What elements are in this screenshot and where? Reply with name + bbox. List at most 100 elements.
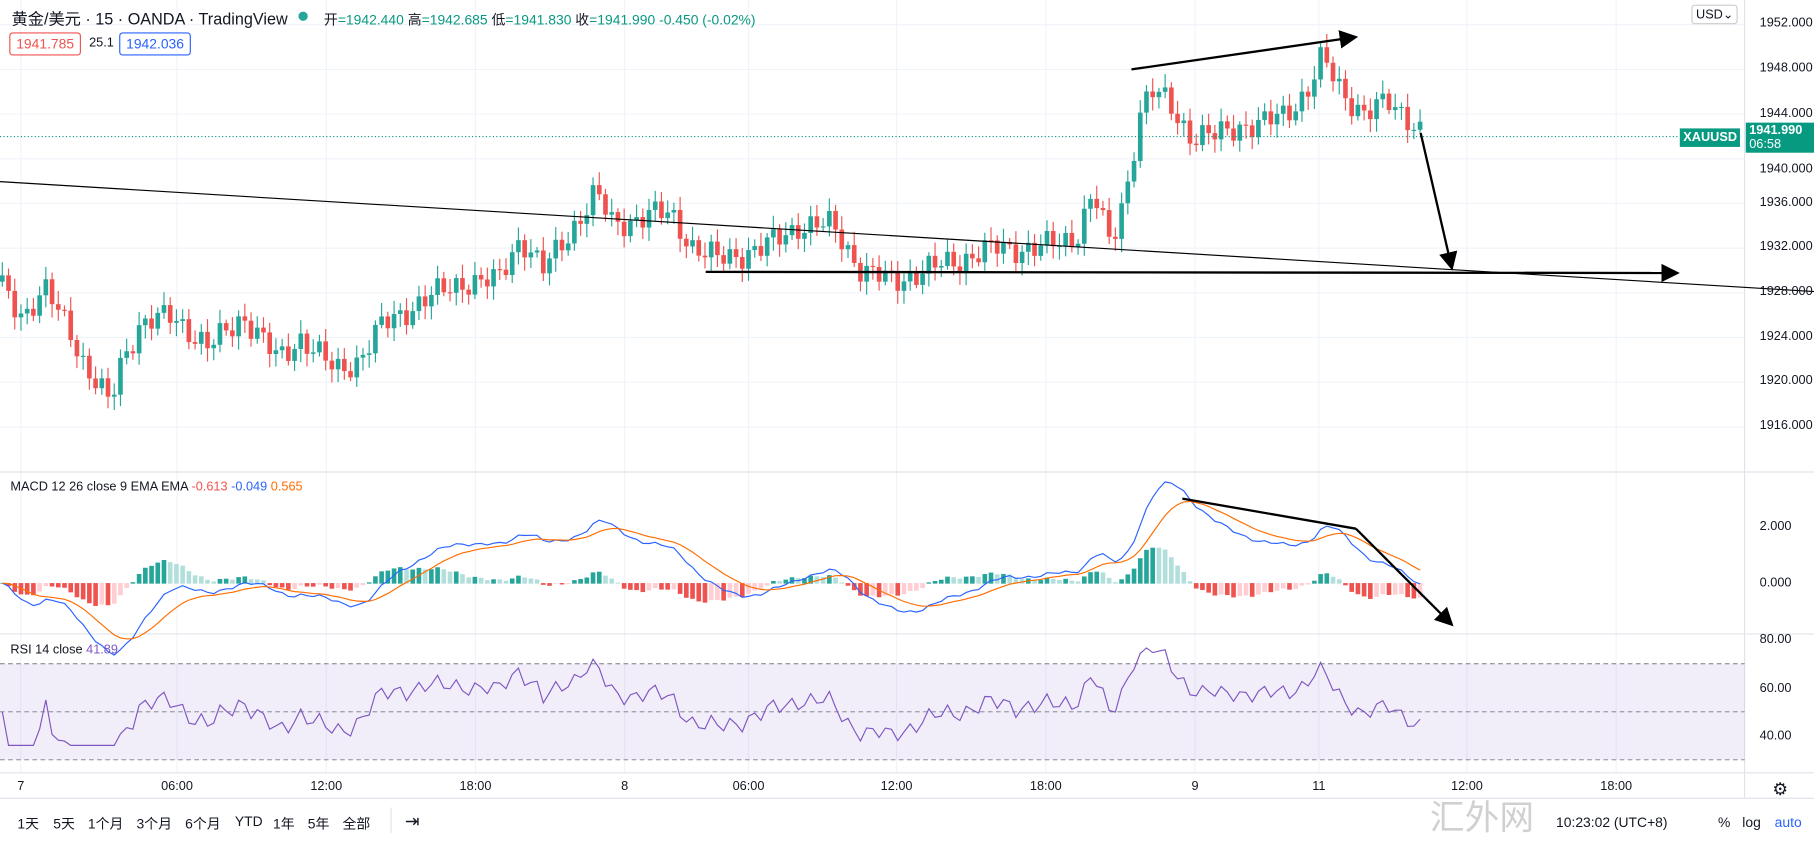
macd-histogram-bar xyxy=(1349,583,1354,592)
candle xyxy=(1355,104,1361,117)
candle xyxy=(752,246,758,251)
currency-select[interactable]: USD⌄ xyxy=(1691,4,1739,25)
candle xyxy=(24,308,30,314)
macd-histogram-bar xyxy=(1162,549,1168,584)
candle xyxy=(317,341,322,353)
macd-histogram-bar xyxy=(298,583,304,586)
candle xyxy=(1019,251,1025,264)
candle xyxy=(864,265,869,282)
macd-histogram-bar xyxy=(615,582,621,584)
macd-histogram-bar xyxy=(1324,573,1330,584)
buy-price-button[interactable]: 1942.036 xyxy=(119,32,191,56)
time-tick: 12:00 xyxy=(880,779,913,794)
macd-histogram-bar xyxy=(317,583,322,585)
macd-histogram-bar xyxy=(223,578,229,584)
macd-histogram-bar xyxy=(267,583,273,586)
macd-legend[interactable]: MACD 12 26 close 9 EMA EMA -0.613 -0.049… xyxy=(10,480,302,494)
candle xyxy=(335,358,341,370)
drawn-line xyxy=(1182,497,1357,530)
candle xyxy=(118,357,123,395)
rsi-legend[interactable]: RSI 14 close 41.89 xyxy=(10,643,118,657)
macd-histogram-bar xyxy=(422,569,428,584)
range-button[interactable]: 3个月 xyxy=(136,815,173,832)
auto-toggle[interactable]: auto xyxy=(1774,814,1802,831)
macd-histogram-bar xyxy=(186,571,192,584)
range-button[interactable]: 5年 xyxy=(307,815,330,832)
macd-histogram-bar xyxy=(1144,549,1149,584)
candle xyxy=(1349,98,1354,117)
macd-histogram-bar xyxy=(752,583,758,591)
macd-histogram-bar xyxy=(1200,583,1205,591)
range-button[interactable]: 5天 xyxy=(53,815,75,832)
source: TradingView xyxy=(198,9,288,28)
macd-histogram-bar xyxy=(727,583,733,598)
macd-histogram-bar xyxy=(503,580,509,584)
candle xyxy=(721,255,726,264)
candle xyxy=(105,378,111,397)
candle xyxy=(1081,208,1087,244)
candle xyxy=(43,279,49,296)
candle xyxy=(876,267,882,282)
candle xyxy=(410,311,416,326)
macd-histogram-bar xyxy=(1069,580,1075,584)
macd-histogram-bar xyxy=(1249,583,1255,597)
candle xyxy=(851,245,857,263)
candle xyxy=(1386,93,1392,111)
candle xyxy=(429,294,434,307)
range-button[interactable]: 1天 xyxy=(17,815,39,832)
macd-histogram-bar xyxy=(1125,574,1131,584)
clock[interactable]: 10:23:02 (UTC+8) xyxy=(1556,814,1668,831)
candle xyxy=(435,278,440,295)
macd-histogram-bar xyxy=(460,574,465,584)
range-button[interactable]: 1个月 xyxy=(87,815,124,832)
candle xyxy=(49,279,55,305)
candle xyxy=(1150,91,1156,98)
price-tick: 1928.000 xyxy=(1759,284,1813,299)
candle xyxy=(1231,128,1236,141)
candle xyxy=(1050,231,1056,247)
candle xyxy=(62,309,67,311)
macd-histogram-bar xyxy=(441,569,447,584)
macd-histogram-bar xyxy=(273,583,279,588)
percent-toggle[interactable]: % xyxy=(1717,814,1731,831)
symbol-title[interactable]: 黄金/美元 · 15 · OANDA · TradingView xyxy=(11,9,288,28)
candle xyxy=(783,235,789,245)
candle xyxy=(795,225,801,239)
candle xyxy=(1137,112,1143,161)
settings-gear-icon[interactable]: ⚙ xyxy=(1772,779,1788,800)
candle xyxy=(80,355,86,357)
range-button[interactable]: 6个月 xyxy=(185,815,221,832)
go-to-date-icon[interactable]: ⇥ xyxy=(404,812,420,832)
macd-histogram-bar xyxy=(671,583,677,590)
range-button[interactable]: YTD xyxy=(234,813,263,830)
candle xyxy=(659,201,664,219)
macd-histogram-bar xyxy=(814,576,820,584)
range-button[interactable]: 全部 xyxy=(342,815,371,832)
log-toggle[interactable]: log xyxy=(1742,814,1761,831)
candle xyxy=(211,344,217,349)
macd-histogram-bar xyxy=(951,577,957,584)
sell-price-button[interactable]: 1941.785 xyxy=(9,32,82,56)
macd-histogram-bar xyxy=(783,579,789,584)
macd-histogram-bar xyxy=(547,583,552,586)
macd-histogram-bar xyxy=(1274,583,1280,591)
candle xyxy=(739,257,745,269)
macd-histogram-bar xyxy=(1106,577,1112,584)
candle xyxy=(584,215,590,224)
macd-histogram-bar xyxy=(882,583,888,596)
macd-histogram-bar xyxy=(397,567,403,584)
macd-value: -0.049 xyxy=(231,480,268,494)
high-value: =1942.685 xyxy=(421,11,488,28)
range-button[interactable]: 1年 xyxy=(273,815,295,832)
rsi-tick: 60.00 xyxy=(1759,681,1792,696)
time-tick: 18:00 xyxy=(1600,779,1633,794)
candle xyxy=(640,217,646,228)
macd-histogram-bar xyxy=(472,576,478,584)
interval: 15 xyxy=(95,9,114,28)
candle xyxy=(1131,160,1137,182)
macd-histogram-bar xyxy=(167,562,173,584)
candle xyxy=(279,346,285,351)
candle xyxy=(0,275,5,282)
